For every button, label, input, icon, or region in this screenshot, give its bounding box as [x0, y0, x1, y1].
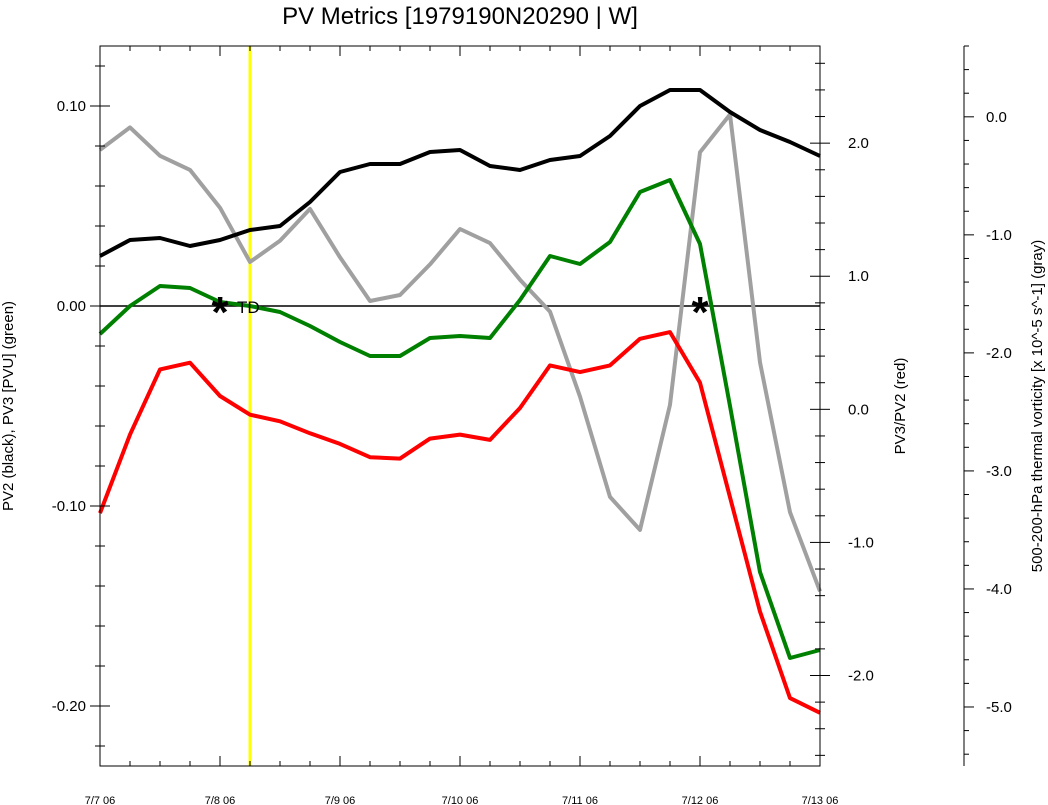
plot-frame — [99, 45, 821, 767]
x-tick-label: 7/12 06 — [682, 795, 719, 805]
right-tick-label: 0.0 — [848, 401, 869, 418]
series-line-1 — [99, 88, 821, 258]
far-right-tick-label: -1.0 — [986, 227, 1012, 244]
right-tick-label: -1.0 — [848, 534, 874, 551]
far-right-axis-label: 500-200-hPa thermal vorticity [x 10^-5 s… — [1029, 240, 1046, 573]
right-axis-label: PV3/PV2 (red) — [892, 358, 909, 455]
x-tick-label: 7/10 06 — [442, 795, 479, 805]
x-axis: 7/7 06 7/8 06 7/9 06 7/10 06 7/11 06 7/12 06 7… — [85, 46, 839, 805]
series-line-3 — [98, 330, 821, 715]
far-right-tick-label: -2.0 — [986, 345, 1012, 362]
plot-lines — [98, 46, 822, 766]
left-tick-label: 0.10 — [57, 98, 86, 115]
x-tick-label: 7/8 06 — [205, 795, 236, 805]
left-tick-label: 0.00 — [57, 298, 86, 315]
marker-label-1: TD — [237, 298, 260, 317]
right-tick-label: 1.0 — [848, 268, 869, 285]
series-line-2 — [98, 178, 821, 660]
series-line-4 — [98, 112, 822, 593]
event-markers: * TD * — [211, 288, 709, 337]
far-right-tick-label: 0.0 — [986, 109, 1007, 126]
right-tick-label: -2.0 — [848, 668, 874, 685]
far-right-tick-label: -4.0 — [986, 581, 1012, 598]
x-tick-label: 7/11 06 — [562, 795, 598, 805]
x-tick-label: 7/9 06 — [325, 795, 356, 805]
marker-star-1: * — [211, 288, 229, 337]
left-tick-label: -0.20 — [52, 698, 86, 715]
left-axis: 0.10 0.00 -0.10 -0.20 — [52, 65, 110, 747]
x-tick-label: 7/13 06 — [802, 795, 839, 805]
far-right-axis: 0.0 -1.0 -2.0 -3.0 -4.0 -5.0 — [963, 45, 1012, 766]
right-tick-label: 2.0 — [848, 135, 869, 152]
left-tick-label: -0.10 — [52, 498, 86, 515]
x-tick-label: 7/7 06 — [85, 795, 116, 805]
left-axis-label: PV2 (black), PV3 [PVU] (green) — [0, 301, 17, 511]
far-right-tick-label: -5.0 — [986, 699, 1012, 716]
chart-title: PV Metrics [1979190N20290 | W] — [282, 3, 638, 30]
marker-star-2: * — [691, 288, 709, 337]
right-axis: 2.0 1.0 0.0 -1.0 -2.0 — [810, 62, 874, 756]
far-right-tick-label: -3.0 — [986, 463, 1012, 480]
